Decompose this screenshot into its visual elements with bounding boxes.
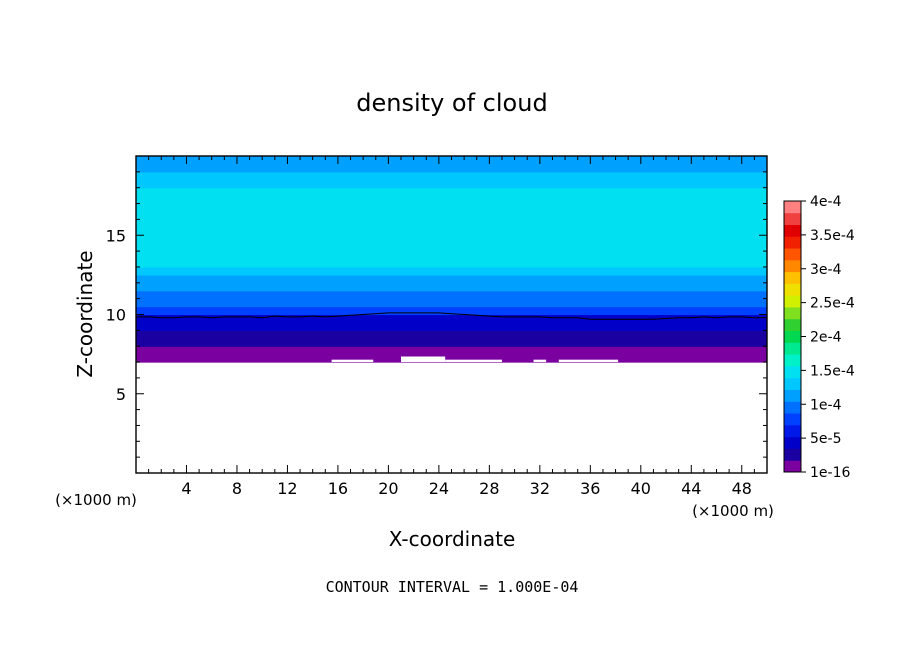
x-axis-ticks: 4 8 12 16 20 24 28 32 36 40 44 48 xyxy=(148,156,755,498)
cloud-base-gap xyxy=(331,359,374,363)
x-unit-left-label: (×1000 m) xyxy=(55,491,137,509)
y-tick-label: 15 xyxy=(106,226,126,245)
colorbar-swatch xyxy=(784,236,801,249)
y-axis-label: Z-coordinate xyxy=(73,250,97,377)
colorbar-swatch xyxy=(784,436,801,449)
density-band xyxy=(136,282,767,292)
colorbar-label: 2.5e-4 xyxy=(810,296,855,312)
density-band xyxy=(136,322,767,331)
colorbar-swatch xyxy=(784,342,801,355)
colorbar-swatch xyxy=(784,201,801,214)
density-band xyxy=(136,203,767,220)
colorbar-swatch xyxy=(784,354,801,367)
colorbar-swatch xyxy=(784,259,801,273)
density-band xyxy=(136,156,767,173)
colorbar-label: 1e-4 xyxy=(810,397,842,413)
cloud-base-gap xyxy=(401,356,446,363)
x-axis-label: X-coordinate xyxy=(389,527,516,551)
density-band xyxy=(136,171,767,189)
colorbar-swatch xyxy=(784,424,801,438)
density-band xyxy=(136,354,767,363)
colorbar-swatch xyxy=(784,212,801,225)
colorbar-label: 1.5e-4 xyxy=(810,363,855,379)
cloud-base-gap xyxy=(445,359,502,363)
colorbar-label: 3.5e-4 xyxy=(810,228,855,244)
colorbar-label: 2e-4 xyxy=(810,330,842,346)
colorbar-swatch xyxy=(784,307,801,320)
cloud-base-gap xyxy=(558,359,619,363)
colorbar-swatch xyxy=(784,448,801,461)
density-band xyxy=(136,274,767,284)
x-tick-label: 48 xyxy=(732,479,752,498)
colorbar-label: 5e-5 xyxy=(810,431,841,447)
x-tick-label: 12 xyxy=(277,479,297,498)
colorbar-swatch xyxy=(784,283,801,296)
x-tick-label: 20 xyxy=(378,479,398,498)
x-tick-label: 24 xyxy=(429,479,449,498)
colorbar-swatch xyxy=(784,318,801,332)
y-tick-label: 10 xyxy=(106,306,126,325)
colorbar-swatch xyxy=(784,460,801,473)
x-tick-label: 16 xyxy=(328,479,348,498)
colorbar-swatch xyxy=(784,224,801,237)
y-tick-label: 5 xyxy=(116,385,126,404)
density-band xyxy=(136,187,767,205)
density-band xyxy=(136,338,767,347)
y-axis-ticks: 5 10 15 xyxy=(106,171,767,458)
chart-title: density of cloud xyxy=(356,89,547,117)
density-band xyxy=(136,266,767,276)
density-band xyxy=(136,251,767,268)
x-tick-label: 36 xyxy=(580,479,600,498)
density-band xyxy=(136,290,767,300)
x-tick-label: 8 xyxy=(232,479,242,498)
colorbar-swatch xyxy=(784,413,801,426)
density-band xyxy=(136,298,767,308)
density-band xyxy=(136,219,767,236)
colorbar-label: 4e-4 xyxy=(810,194,842,210)
density-band xyxy=(136,314,767,324)
x-tick-label: 40 xyxy=(631,479,651,498)
colorbar-label: 1e-16 xyxy=(810,465,850,481)
contour-line-group xyxy=(136,312,767,320)
x-tick-label: 28 xyxy=(479,479,499,498)
x-tick-label: 4 xyxy=(181,479,191,498)
cloud-base-gap xyxy=(533,359,547,363)
colorbar-swatch xyxy=(784,365,801,379)
colorbar-swatch xyxy=(784,401,801,414)
x-tick-label: 32 xyxy=(530,479,550,498)
colorbar-swatch xyxy=(784,295,801,308)
colorbar-swatch xyxy=(784,389,801,402)
colorbar-label: 3e-4 xyxy=(810,262,842,278)
x-unit-right-label: (×1000 m) xyxy=(692,502,774,520)
colorbar: 4e-4 3.5e-4 3e-4 2.5e-4 2e-4 1.5e-4 1e-4 5e-5 1e… xyxy=(783,194,855,481)
density-band xyxy=(136,235,767,252)
density-band xyxy=(136,346,767,355)
colorbar-swatch xyxy=(784,271,801,284)
cloud-density-field xyxy=(136,156,767,363)
x-tick-label: 44 xyxy=(681,479,701,498)
density-band xyxy=(136,306,767,316)
colorbar-swatch xyxy=(784,377,801,390)
colorbar-swatch xyxy=(784,330,801,343)
density-band xyxy=(136,330,767,339)
contour-interval-footer: CONTOUR INTERVAL = 1.000E-04 xyxy=(326,578,579,596)
contour-line xyxy=(136,312,767,320)
colorbar-swatch xyxy=(784,248,801,261)
